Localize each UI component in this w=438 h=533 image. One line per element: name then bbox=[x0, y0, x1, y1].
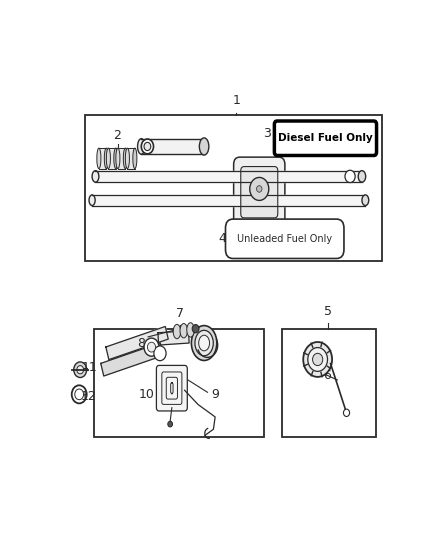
Ellipse shape bbox=[358, 171, 366, 182]
Ellipse shape bbox=[74, 362, 87, 377]
Text: Unleaded Fuel Only: Unleaded Fuel Only bbox=[237, 234, 332, 244]
Circle shape bbox=[345, 170, 355, 183]
Polygon shape bbox=[101, 343, 163, 376]
Ellipse shape bbox=[199, 138, 209, 155]
Circle shape bbox=[72, 385, 87, 403]
Text: 11: 11 bbox=[82, 361, 98, 374]
FancyBboxPatch shape bbox=[233, 157, 285, 227]
Circle shape bbox=[257, 185, 262, 192]
Text: 12: 12 bbox=[80, 390, 96, 403]
Circle shape bbox=[75, 389, 84, 400]
Ellipse shape bbox=[362, 195, 369, 206]
Circle shape bbox=[144, 142, 151, 150]
Ellipse shape bbox=[187, 322, 194, 337]
Text: 1: 1 bbox=[233, 94, 240, 107]
Ellipse shape bbox=[97, 148, 101, 168]
Circle shape bbox=[144, 338, 159, 356]
Ellipse shape bbox=[116, 148, 120, 168]
Polygon shape bbox=[106, 327, 168, 360]
Text: 10: 10 bbox=[139, 388, 155, 401]
Text: 8: 8 bbox=[137, 336, 145, 350]
Ellipse shape bbox=[180, 324, 187, 338]
FancyBboxPatch shape bbox=[156, 366, 187, 411]
Ellipse shape bbox=[114, 148, 118, 168]
Circle shape bbox=[343, 409, 350, 416]
Ellipse shape bbox=[308, 348, 328, 372]
Ellipse shape bbox=[92, 171, 99, 182]
Text: 3: 3 bbox=[263, 127, 271, 140]
FancyBboxPatch shape bbox=[226, 219, 344, 259]
Ellipse shape bbox=[124, 148, 127, 168]
Ellipse shape bbox=[133, 148, 137, 168]
Circle shape bbox=[250, 177, 269, 200]
Polygon shape bbox=[158, 331, 189, 345]
Ellipse shape bbox=[195, 330, 213, 356]
Ellipse shape bbox=[125, 148, 130, 168]
Circle shape bbox=[148, 342, 155, 352]
Ellipse shape bbox=[89, 195, 95, 206]
Bar bbox=[282, 329, 375, 438]
Text: 2: 2 bbox=[113, 129, 121, 142]
Ellipse shape bbox=[77, 366, 84, 374]
Ellipse shape bbox=[138, 139, 145, 154]
Ellipse shape bbox=[313, 353, 323, 366]
Ellipse shape bbox=[106, 148, 110, 168]
Text: Diesel Fuel Only: Diesel Fuel Only bbox=[278, 133, 373, 143]
Ellipse shape bbox=[173, 325, 181, 339]
Circle shape bbox=[192, 325, 199, 333]
Text: 9: 9 bbox=[211, 388, 219, 401]
Ellipse shape bbox=[104, 148, 108, 168]
FancyBboxPatch shape bbox=[241, 166, 278, 218]
Ellipse shape bbox=[303, 342, 332, 377]
Circle shape bbox=[154, 346, 166, 361]
Text: 5: 5 bbox=[324, 305, 332, 318]
Text: 4: 4 bbox=[218, 232, 226, 245]
Circle shape bbox=[141, 139, 154, 154]
Text: 6: 6 bbox=[323, 369, 331, 382]
Ellipse shape bbox=[199, 335, 209, 351]
Circle shape bbox=[168, 421, 173, 427]
Bar bbox=[94, 329, 264, 438]
Ellipse shape bbox=[191, 326, 217, 360]
Bar bbox=[85, 115, 382, 261]
Text: 7: 7 bbox=[177, 308, 184, 320]
FancyBboxPatch shape bbox=[274, 121, 377, 156]
